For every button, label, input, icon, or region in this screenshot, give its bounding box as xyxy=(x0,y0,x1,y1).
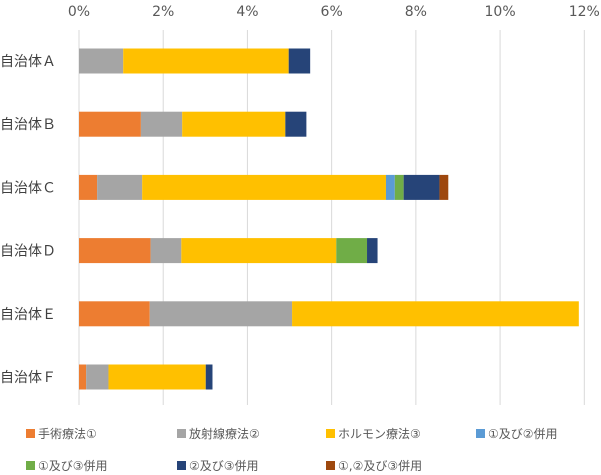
bar-segment xyxy=(79,238,151,264)
bar-segment xyxy=(123,48,289,74)
bar-segment xyxy=(149,301,293,327)
category-label: 自治体Ｃ xyxy=(0,180,56,196)
legend-label: ①及び②併用 xyxy=(488,427,558,441)
category-label: 自治体Ｆ xyxy=(0,370,56,386)
legend-label: ②及び③併用 xyxy=(189,459,259,473)
legend-label: 放射線療法② xyxy=(189,427,260,441)
bar-segment xyxy=(79,48,124,74)
x-tick-label: 8% xyxy=(405,4,427,20)
bar-segment xyxy=(140,111,183,137)
legend-swatch xyxy=(26,429,35,438)
legend-label: ホルモン療法③ xyxy=(338,427,421,441)
x-tick-label: 12% xyxy=(569,4,600,20)
bar-segment xyxy=(142,174,386,200)
bar-segment xyxy=(79,364,87,390)
legend-label: 手術療法① xyxy=(38,427,97,441)
legend-swatch xyxy=(326,429,335,438)
category-label: 自治体Ｂ xyxy=(0,117,56,133)
x-tick-label: 10% xyxy=(485,4,516,20)
category-label: 自治体Ｄ xyxy=(0,244,56,260)
bar-segment xyxy=(86,364,109,390)
x-tick-label: 2% xyxy=(152,4,174,20)
bar-segment xyxy=(97,174,143,200)
bar-segment xyxy=(385,174,395,200)
bar-segment xyxy=(182,111,286,137)
bar-segment xyxy=(150,238,182,264)
legend-item: ①及び③併用 xyxy=(26,457,108,474)
bar-segment xyxy=(403,174,440,200)
bar-segment xyxy=(181,238,337,264)
legend-item: 手術療法① xyxy=(26,425,97,442)
legend-swatch xyxy=(26,461,35,470)
bar-segment xyxy=(205,364,213,390)
legend-swatch xyxy=(177,461,186,470)
bar-segment xyxy=(292,301,579,327)
category-label: 自治体Ａ xyxy=(0,54,56,70)
legend-label: ①,②及び③併用 xyxy=(338,459,423,473)
bar-segment xyxy=(79,111,141,137)
bar-segment xyxy=(79,301,150,327)
plot-area: 0% 2% 4% 6% 8% 10% 12% 自治体Ａ 自治体Ｂ 自治体Ｃ 自治体Ｄ 自治体Ｅ 自治体Ｆ xyxy=(0,4,600,405)
bar-segment xyxy=(394,174,404,200)
bar-segment xyxy=(367,238,378,264)
x-tick-label: 4% xyxy=(236,4,258,20)
legend-swatch xyxy=(326,461,335,470)
bar-segment xyxy=(285,111,307,137)
legend-item: ①及び②併用 xyxy=(476,425,558,442)
legend-item: ①,②及び③併用 xyxy=(326,457,422,474)
x-tick-label: 6% xyxy=(321,4,343,20)
bar-segment xyxy=(336,238,368,264)
bar-segment xyxy=(79,174,98,200)
legend-swatch xyxy=(177,429,186,438)
x-tick-label: 0% xyxy=(68,4,90,20)
legend-item: ②及び③併用 xyxy=(177,457,259,474)
bar-segment xyxy=(108,364,206,390)
legend-label: ①及び③併用 xyxy=(38,459,108,473)
legend-swatch xyxy=(476,429,485,438)
legend-item: ホルモン療法③ xyxy=(326,425,421,442)
bar-segment xyxy=(288,48,311,74)
category-label: 自治体Ｅ xyxy=(0,307,56,323)
legend-item: 放射線療法② xyxy=(177,425,260,442)
bar-segment xyxy=(439,174,449,200)
